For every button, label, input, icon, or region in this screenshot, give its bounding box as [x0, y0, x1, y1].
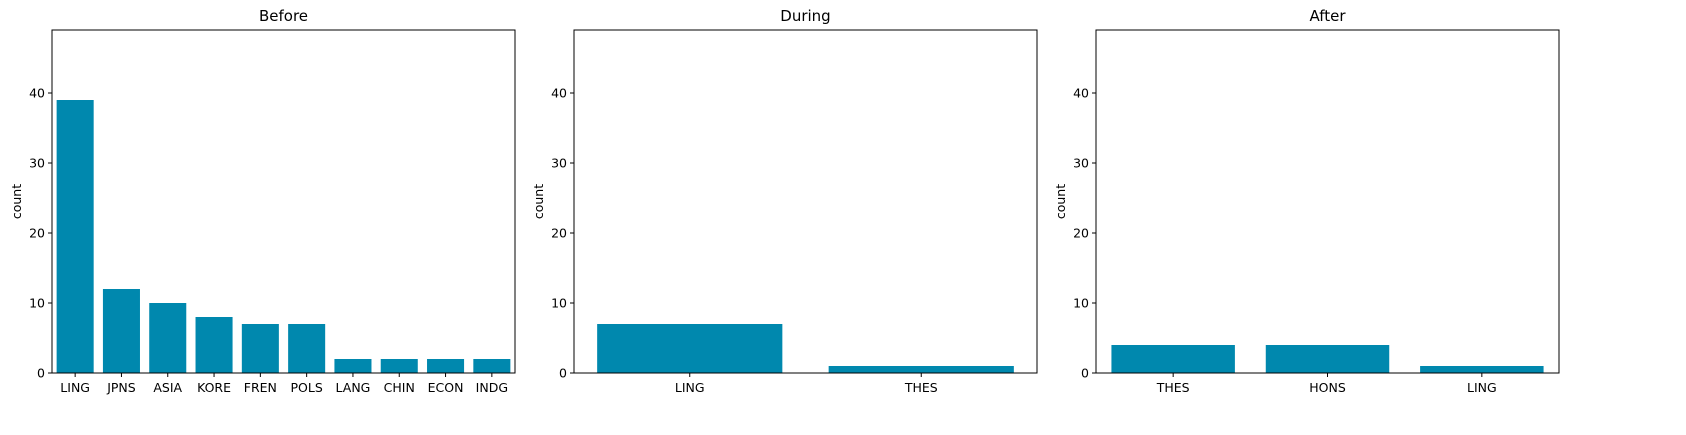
y-tick-label: 0	[1081, 366, 1089, 381]
bar-kore	[195, 317, 233, 373]
y-tick-label: 10	[551, 296, 567, 311]
x-tick-label: INDG	[476, 380, 508, 395]
y-tick-label: 10	[1073, 296, 1089, 311]
x-tick-label: THES	[904, 380, 938, 395]
axes-frame	[573, 29, 1038, 374]
y-tick-label: 30	[551, 156, 567, 171]
x-tick-label: JPNS	[106, 380, 136, 395]
bar-thes	[828, 366, 1014, 373]
y-tick-label: 0	[559, 366, 567, 381]
y-axis-label: count	[531, 184, 546, 219]
bar-ling	[56, 100, 94, 373]
bar-hons	[1265, 345, 1390, 373]
y-tick-label: 20	[1073, 226, 1089, 241]
y-axis-label: count	[1053, 184, 1068, 219]
y-tick-label: 0	[37, 366, 45, 381]
axes-frame	[1095, 29, 1560, 374]
bar-pols	[288, 324, 326, 373]
x-tick-label: LANG	[336, 380, 371, 395]
x-tick-label: CHIN	[384, 380, 415, 395]
chart-panel-before: Before count 0 10 20 30 40 LING JPNS ASIA KORE FR…	[9, 7, 516, 395]
x-tick-label: THES	[1156, 380, 1190, 395]
bar-lang	[334, 359, 372, 373]
axes-frame	[51, 29, 516, 374]
bar-econ	[427, 359, 465, 373]
x-tick-label: POLS	[291, 380, 323, 395]
y-tick-label: 20	[29, 226, 45, 241]
y-tick-label: 40	[551, 86, 567, 101]
y-tick-label: 40	[1073, 86, 1089, 101]
panel-title: Before	[259, 7, 308, 25]
chart-panel-during: During count 0 10 20 30 40 LING THES	[531, 7, 1038, 395]
bar-thes	[1111, 345, 1235, 373]
x-tick-label: LING	[675, 380, 705, 395]
panel-title: After	[1309, 7, 1346, 25]
bar-ling	[1420, 366, 1544, 373]
y-tick-label: 10	[29, 296, 45, 311]
chart-panel-after: After count 0 10 20 30 40 THES HONS LING	[1053, 7, 1560, 395]
bar-indg	[473, 359, 511, 373]
x-tick-label: ASIA	[153, 380, 182, 395]
bar-fren	[241, 324, 279, 373]
x-tick-label: LING	[60, 380, 90, 395]
x-tick-label: KORE	[197, 380, 231, 395]
bar-chin	[380, 359, 418, 373]
y-axis-label: count	[9, 184, 24, 219]
panel-title: During	[780, 7, 830, 25]
y-tick-label: 20	[551, 226, 567, 241]
y-tick-label: 30	[29, 156, 45, 171]
bar-jpns	[102, 289, 140, 373]
y-tick-label: 40	[29, 86, 45, 101]
x-tick-label: ECON	[428, 380, 464, 395]
x-tick-label: HONS	[1309, 380, 1346, 395]
x-tick-label: FREN	[244, 380, 277, 395]
y-tick-label: 30	[1073, 156, 1089, 171]
bar-ling	[597, 324, 783, 373]
bar-asia	[149, 303, 187, 373]
x-tick-label: LING	[1467, 380, 1497, 395]
